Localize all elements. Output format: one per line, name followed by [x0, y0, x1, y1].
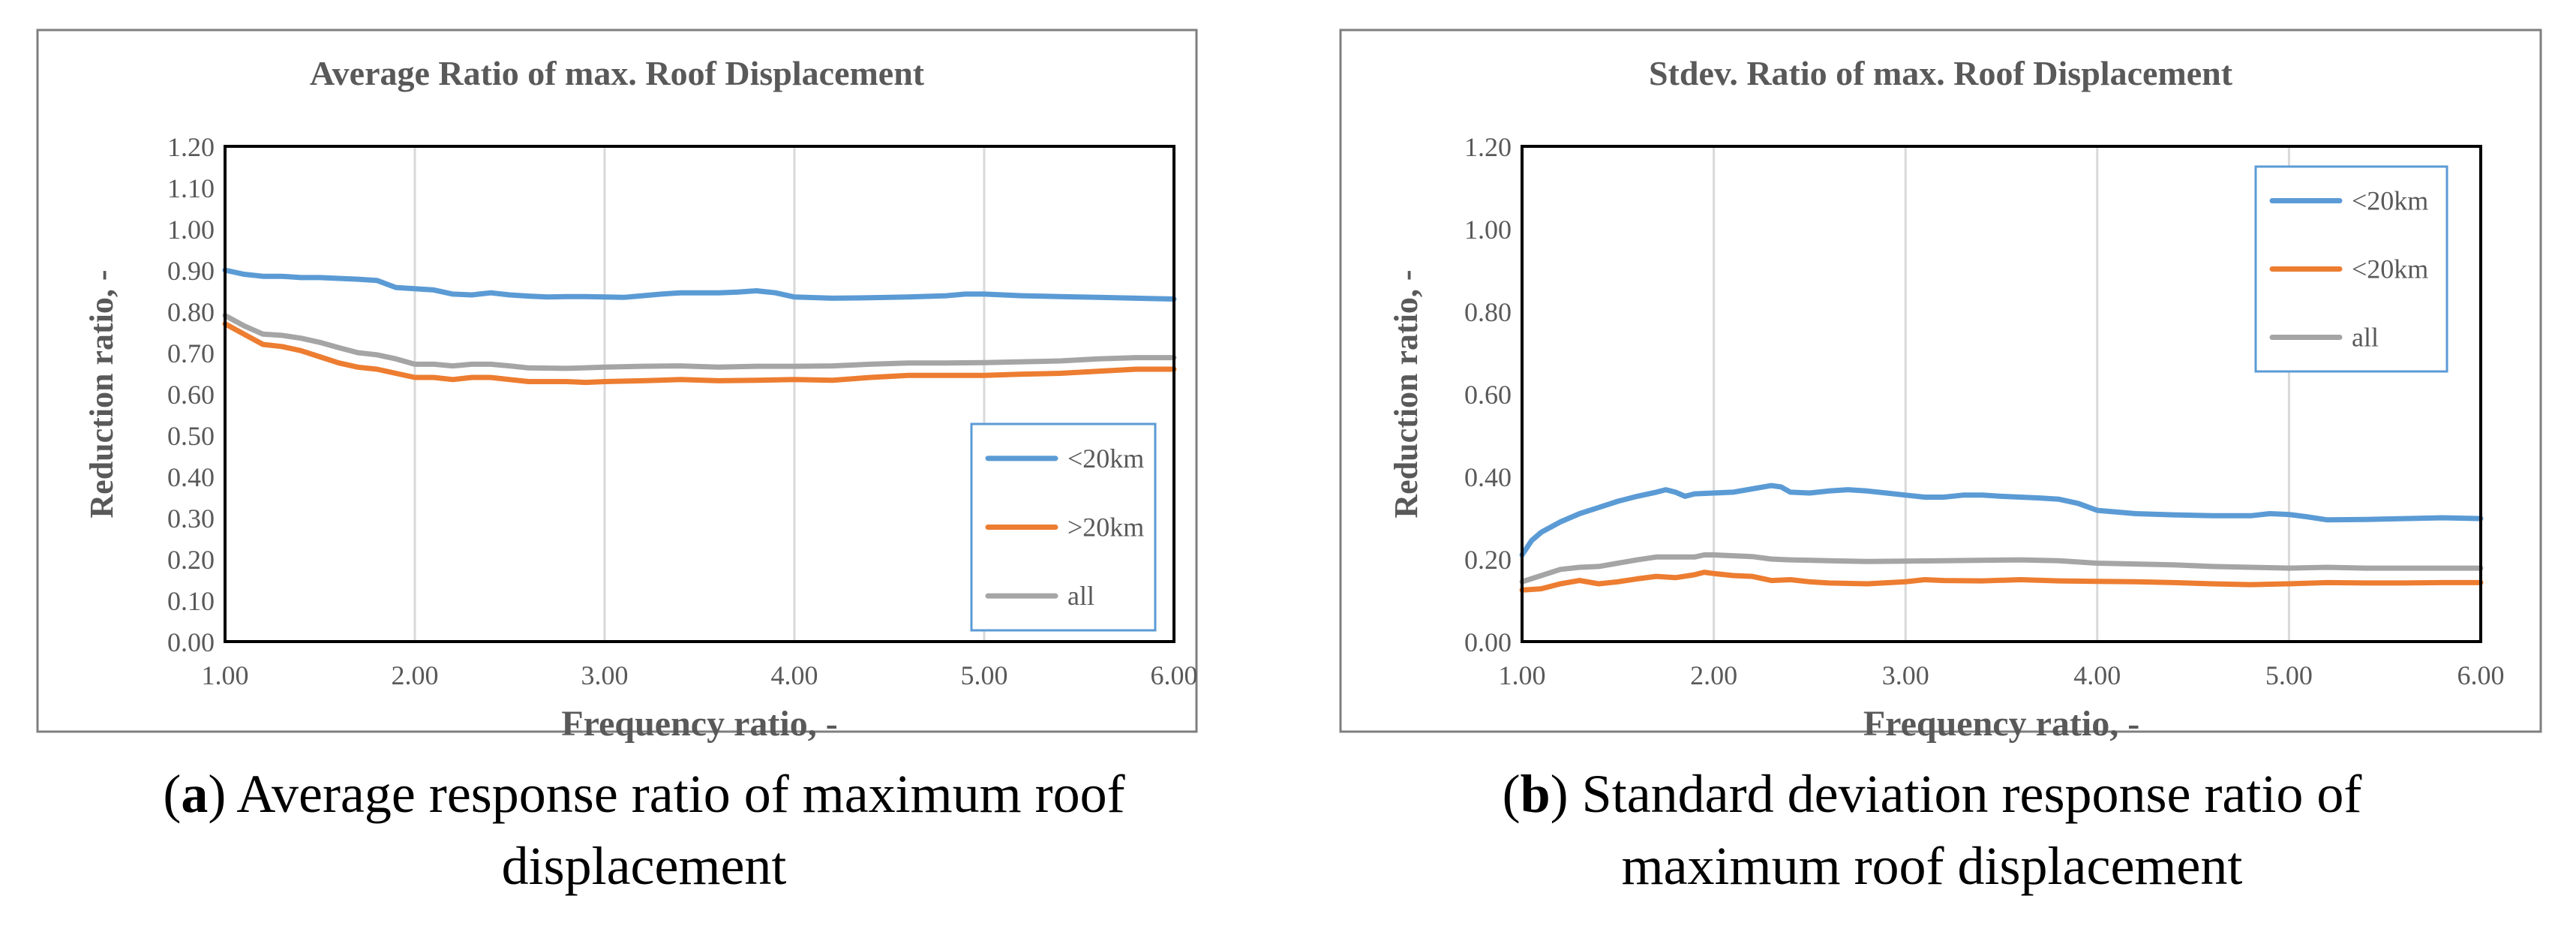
- caption-a-line1: ) Average response ratio of maximum roof: [208, 764, 1125, 824]
- series-line-1: [222, 321, 1177, 386]
- plot-frame: [1521, 145, 2482, 643]
- chart-title: Stdev. Ratio of max. Roof Displacement: [1649, 54, 2233, 92]
- y-tick-label: 1.20: [167, 132, 215, 162]
- x-tick-label: 4.00: [2073, 660, 2121, 690]
- caption-b-line2: maximum roof displacement: [1621, 836, 2243, 896]
- x-tick-label: 6.00: [2457, 660, 2505, 690]
- x-tick-label: 6.00: [1151, 660, 1198, 690]
- caption-a-label: a: [181, 764, 209, 824]
- x-tick-label: 1.00: [202, 660, 249, 690]
- series-line-1: [1519, 570, 2484, 593]
- x-tick-label: 2.00: [392, 660, 439, 690]
- panel-b: Stdev. Ratio of max. Roof Displacement 0.…: [1288, 0, 2576, 947]
- plot-frame: [224, 145, 1175, 643]
- series-line-0: [1519, 483, 2484, 558]
- x-axis-label: Frequency ratio, -: [561, 704, 837, 744]
- y-tick-label: 1.00: [1464, 215, 1512, 245]
- legend-label-1: >20km: [1067, 513, 1144, 543]
- chart-title: Average Ratio of max. Roof Displacement: [310, 54, 925, 92]
- y-tick-label: 0.90: [167, 256, 215, 286]
- x-axis-label: Frequency ratio, -: [1863, 704, 2139, 744]
- y-tick-label: 0.60: [1464, 380, 1512, 410]
- y-tick-label: 0.00: [1464, 627, 1512, 657]
- legend-label-0: <20km: [1067, 443, 1144, 474]
- chart-b: Stdev. Ratio of max. Roof Displacement 0.…: [1339, 29, 2542, 744]
- y-tick-label: 0.60: [167, 380, 215, 410]
- y-tick-label: 0.00: [167, 627, 215, 657]
- series-line-2: [222, 313, 1177, 371]
- y-tick-label: 0.10: [167, 586, 215, 616]
- y-tick-label: 0.30: [167, 504, 215, 534]
- caption-a: (a) Average response ratio of maximum ro…: [163, 764, 1125, 896]
- series-line-2: [1519, 552, 2484, 585]
- y-tick-label: 1.00: [167, 215, 215, 245]
- y-tick-label: 0.70: [167, 338, 215, 368]
- x-tick-label: 3.00: [1882, 660, 1929, 690]
- x-tick-label: 3.00: [581, 660, 629, 690]
- x-tick-label: 4.00: [771, 660, 818, 690]
- y-axis-label: Reduction ratio, -: [83, 269, 120, 518]
- y-tick-label: 1.10: [167, 173, 215, 203]
- legend-label-0: <20km: [2352, 186, 2428, 216]
- y-tick-label: 0.20: [1464, 545, 1512, 575]
- y-tick-label: 0.80: [1464, 297, 1512, 327]
- y-tick-label: 0.20: [167, 545, 215, 575]
- y-tick-label: 0.40: [1464, 462, 1512, 492]
- y-tick-label: 0.80: [167, 297, 215, 327]
- x-tick-label: 2.00: [1690, 660, 1737, 690]
- chart-a: Average Ratio of max. Roof Displacement 0…: [36, 29, 1198, 744]
- y-axis-label: Reduction ratio, -: [1388, 269, 1425, 518]
- caption-b-line1: ) Standard deviation response ratio of: [1550, 764, 2362, 824]
- y-tick-label: 0.40: [167, 462, 215, 492]
- x-tick-label: 5.00: [2265, 660, 2313, 690]
- x-tick-label: 1.00: [1499, 660, 1546, 690]
- x-tick-label: 5.00: [961, 660, 1008, 690]
- panel-a: Average Ratio of max. Roof Displacement 0…: [36, 29, 1198, 896]
- caption-b: (b) Standard deviation response ratio of…: [1502, 764, 2362, 896]
- legend-label-1: <20km: [2352, 254, 2428, 284]
- y-tick-label: 0.50: [167, 421, 215, 451]
- caption-a-line2: displacement: [501, 836, 787, 896]
- legend-label-2: all: [1067, 581, 1094, 611]
- caption-b-label: b: [1520, 764, 1551, 824]
- series-line-0: [222, 267, 1177, 302]
- legend-label-2: all: [2352, 323, 2379, 353]
- y-tick-label: 1.20: [1464, 132, 1512, 162]
